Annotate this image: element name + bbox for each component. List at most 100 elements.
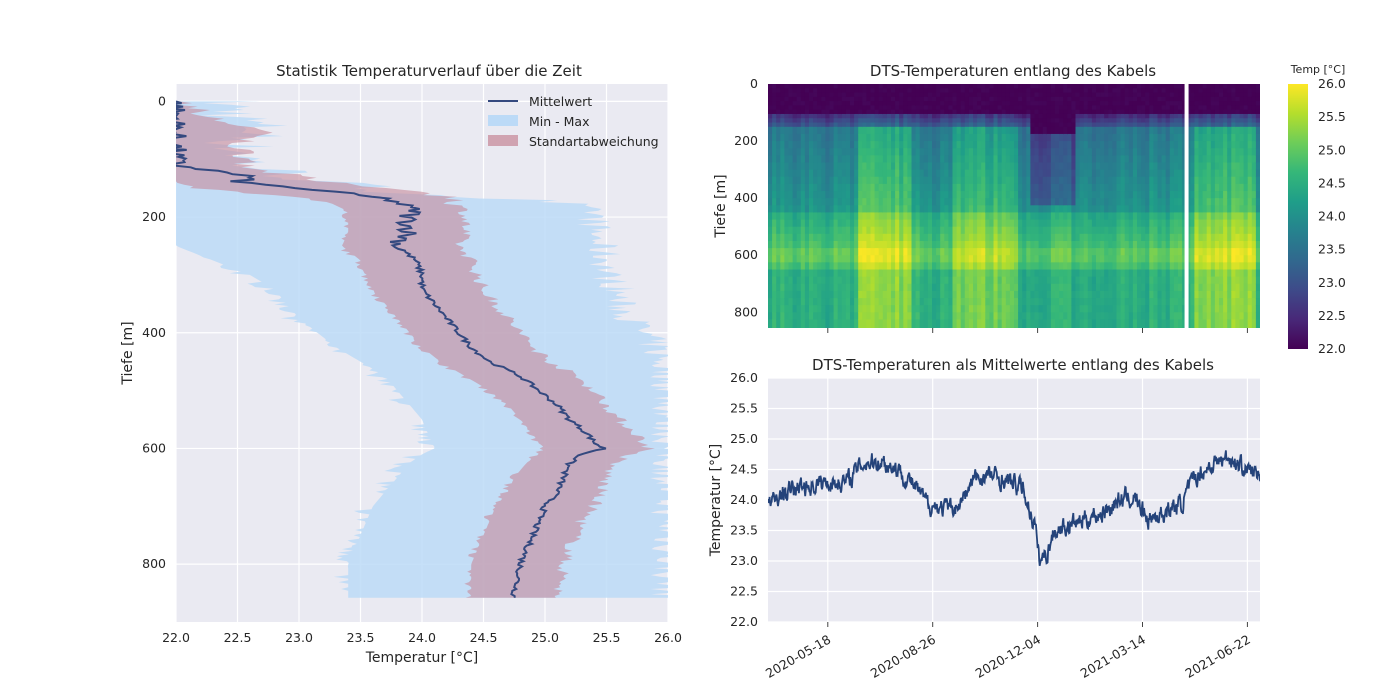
heatmap-cell [1030,133,1036,142]
heatmap-cell [1243,205,1249,214]
heatmap-cell [964,198,970,206]
heatmap-cell [1108,183,1113,192]
heatmap-cell [919,233,925,242]
heatmap-cell [854,96,859,102]
heatmap-cell [1247,205,1253,214]
heatmap-cell [989,88,995,94]
heatmap-cell [1169,162,1175,171]
heatmap-cell [1178,133,1183,142]
heatmap-cell [1124,312,1130,321]
heatmap-cell [1038,183,1044,192]
heatmap-cell [825,176,831,185]
heatmap-cell [854,191,859,199]
heatmap-cell [1018,240,1023,249]
heatmap-cell [1182,219,1187,228]
heatmap-cell [1128,122,1134,128]
heatmap-cell [1050,148,1056,156]
heatmap-cell [907,155,913,164]
heatmap-cell [1165,290,1171,299]
heatmap-cell [1059,92,1064,98]
heatmap-cell [891,298,896,306]
heatmap-cell [866,248,872,256]
heatmap-cell [1235,126,1241,135]
heatmap-cell [1141,122,1146,128]
heatmap-cell [1055,262,1060,271]
heatmap-cell [780,290,785,299]
heatmap-cell [989,96,995,102]
heatmap-cell [1071,276,1077,285]
heatmap-cell [964,276,970,285]
heatmap-cell [850,191,855,199]
heatmap-cell [964,118,970,124]
heatmap-cell [800,312,806,321]
heatmap-cell [923,133,929,142]
heatmap-cell [1009,198,1015,206]
heatmap-cell [1128,262,1134,271]
heatmap-cell [1124,88,1130,94]
heatmap-cell [1030,176,1036,185]
heatmap-cell [997,176,1003,185]
heatmap-cell [882,226,888,235]
heatmap-cell [915,122,921,128]
heatmap-cell [1202,101,1208,106]
heatmap-cell [952,113,958,119]
heatmap-cell [1124,212,1130,221]
heatmap-cell [768,226,773,235]
heatmap-cell [1100,233,1105,242]
heatmap-cell [809,283,814,292]
heatmap-cell [1210,255,1216,263]
heatmap-cell [1046,305,1052,313]
heatmap-cell [895,141,900,149]
heatmap-cell [1153,183,1159,192]
heatmap-cell [837,283,843,292]
heatmap-cell [981,122,986,128]
heatmap-cell [968,262,974,271]
heatmap-cell [1231,101,1236,106]
heatmap-cell [985,84,990,89]
heatmap-cell [878,269,884,278]
heatmap-cell [800,183,806,192]
heatmap-cell [858,283,863,292]
heatmap-cell [1255,96,1260,102]
heatmap-cell [927,205,933,214]
heatmap-cell [817,148,822,156]
heatmap-cell [956,290,962,299]
heatmap-cell [1005,105,1011,111]
heatmap-cell [997,162,1003,171]
heatmap-cell [1001,162,1007,171]
heatmap-cell [1108,101,1113,106]
heatmap-cell [862,122,867,128]
heatmap-cell [821,126,826,135]
heatmap-cell [1042,298,1048,306]
heatmap-cell [1104,84,1109,89]
heatmap-cell [936,298,941,306]
heatmap-cell [1182,198,1187,206]
heatmap-cell [1026,96,1031,102]
heatmap-cell [911,305,917,313]
heatmap-cell [944,133,949,142]
heatmap-cell [1091,169,1097,178]
heatmap-cell [989,105,995,111]
heatmap-cell [1018,283,1023,292]
heatmap-cell [1243,176,1249,185]
heatmap-cell [895,212,900,221]
heatmap-cell [882,198,888,206]
heatmap-cell [1235,155,1241,164]
heatmap-cell [1243,162,1249,171]
heatmap-cell [862,133,867,142]
heatmap-cell [768,155,773,164]
heatmap-cell [1055,205,1060,214]
heatmap-cell [948,283,954,292]
heatmap-cell [1202,88,1208,94]
heatmap-cell [886,312,892,321]
heatmap-cell [768,319,773,328]
heatmap-cell [1153,198,1159,206]
heatmap-cell [1231,319,1236,328]
heatmap-cell [993,133,999,142]
heatmap-cell [1182,183,1187,192]
heatmap-cell [768,312,773,321]
heatmap-cell [1128,162,1134,171]
heatmap-cell [1096,226,1101,235]
heatmap-cell [1038,205,1044,214]
heatmap-cell [1132,233,1138,242]
